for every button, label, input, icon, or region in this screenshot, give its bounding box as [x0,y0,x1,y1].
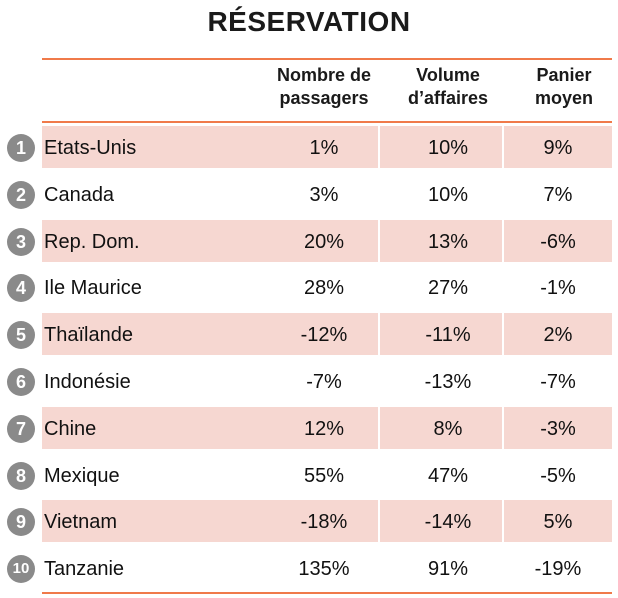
header-rule [42,121,612,123]
table-row: 3 Rep. Dom. 20% 13% -6% [0,218,618,265]
table-row: 4 Ile Maurice 28% 27% -1% [0,264,618,311]
value-panier: -5% [540,464,576,487]
header-panier: Panier moyen [534,65,594,108]
table-row: 6 Indonésie -7% -13% -7% [0,358,618,405]
value-passagers: -7% [306,370,342,393]
value-passagers: -12% [300,324,348,347]
value-panier: 7% [543,183,573,206]
value-passagers: 28% [303,277,345,300]
value-passagers: 20% [303,230,345,253]
table-row: 1 Etats-Unis 1% 10% 9% [0,124,618,171]
value-panier: -7% [540,370,576,393]
header-volume: Volume d’affaires [407,65,489,108]
table-row: 10 Tanzanie 135% 91% -19% [0,545,618,592]
column-separator [502,219,504,262]
value-panier: -19% [534,558,582,581]
rank-badge: 5 [7,321,35,350]
rank-badge: 1 [7,134,35,162]
value-panier: 9% [543,137,573,159]
rank-badge: 7 [7,414,35,443]
country-name: Tanzanie [44,558,125,581]
value-passagers: 55% [303,464,345,487]
column-separator [378,126,380,168]
value-volume: 8% [433,417,463,440]
country-name: Indonésie [44,370,131,393]
table-row: 8 Mexique 55% 47% -5% [0,452,618,499]
page-title: RÉSERVATION [207,6,411,37]
value-passagers: 135% [298,558,350,581]
bottom-rule [42,592,612,594]
table-header: Nombre de passagers Volume d’affaires Pa… [42,64,612,120]
table-body: 1 Etats-Unis 1% 10% 9% 2 Canada 3% 10% 7% 3 Rep. Do… [0,124,618,592]
row-background [42,500,612,543]
country-name: Thaïlande [44,324,133,347]
row-background [42,126,612,168]
rank-badge: 6 [7,367,35,396]
table-row: 9 Vietnam -18% -14% 5% [0,498,618,545]
value-volume: -11% [425,324,471,347]
row-background [42,219,612,262]
value-panier: -6% [540,230,576,253]
country-name: Canada [44,183,115,206]
country-name: Mexique [44,464,120,487]
value-passagers: 3% [309,183,339,206]
rank-badge: 9 [7,508,35,537]
value-volume: -13% [424,370,472,393]
value-panier: -1% [540,277,576,300]
table-row: 7 Chine 12% 8% -3% [0,405,618,452]
value-passagers: 1% [309,137,339,159]
value-volume: 47% [427,464,469,487]
table-row: 2 Canada 3% 10% 7% [0,171,618,218]
value-panier: 2% [543,324,573,347]
value-passagers: -18% [300,511,348,534]
rank-badge: 10 [7,555,35,584]
country-name: Ile Maurice [44,277,142,300]
country-name: Chine [44,417,97,440]
column-separator [502,500,504,543]
country-name: Etats-Unis [44,137,137,159]
row-background [42,406,612,449]
country-name: Rep. Dom. [44,230,140,253]
value-volume: 10% [427,137,469,159]
column-separator [378,313,380,356]
column-separator [502,313,504,356]
column-separator [502,406,504,449]
header-passagers: Nombre de passagers [276,65,372,108]
rank-badge: 2 [7,180,35,209]
country-name: Vietnam [44,511,118,534]
column-separator [378,406,380,449]
value-volume: 10% [427,183,469,206]
value-volume: 27% [427,277,469,300]
value-volume: -14% [424,511,472,534]
rank-badge: 8 [7,461,35,490]
top-rule [42,58,612,60]
column-separator [378,500,380,543]
value-passagers: 12% [303,417,345,440]
table-row: 5 Thaïlande -12% -11% 2% [0,311,618,358]
row-background [42,313,612,356]
rank-badge: 4 [7,274,35,303]
value-panier: -3% [540,417,576,440]
rank-badge: 3 [7,227,35,256]
value-panier: 5% [543,511,573,534]
value-volume: 91% [427,558,469,581]
value-volume: 13% [427,230,469,253]
column-separator [502,126,504,168]
column-separator [378,219,380,262]
